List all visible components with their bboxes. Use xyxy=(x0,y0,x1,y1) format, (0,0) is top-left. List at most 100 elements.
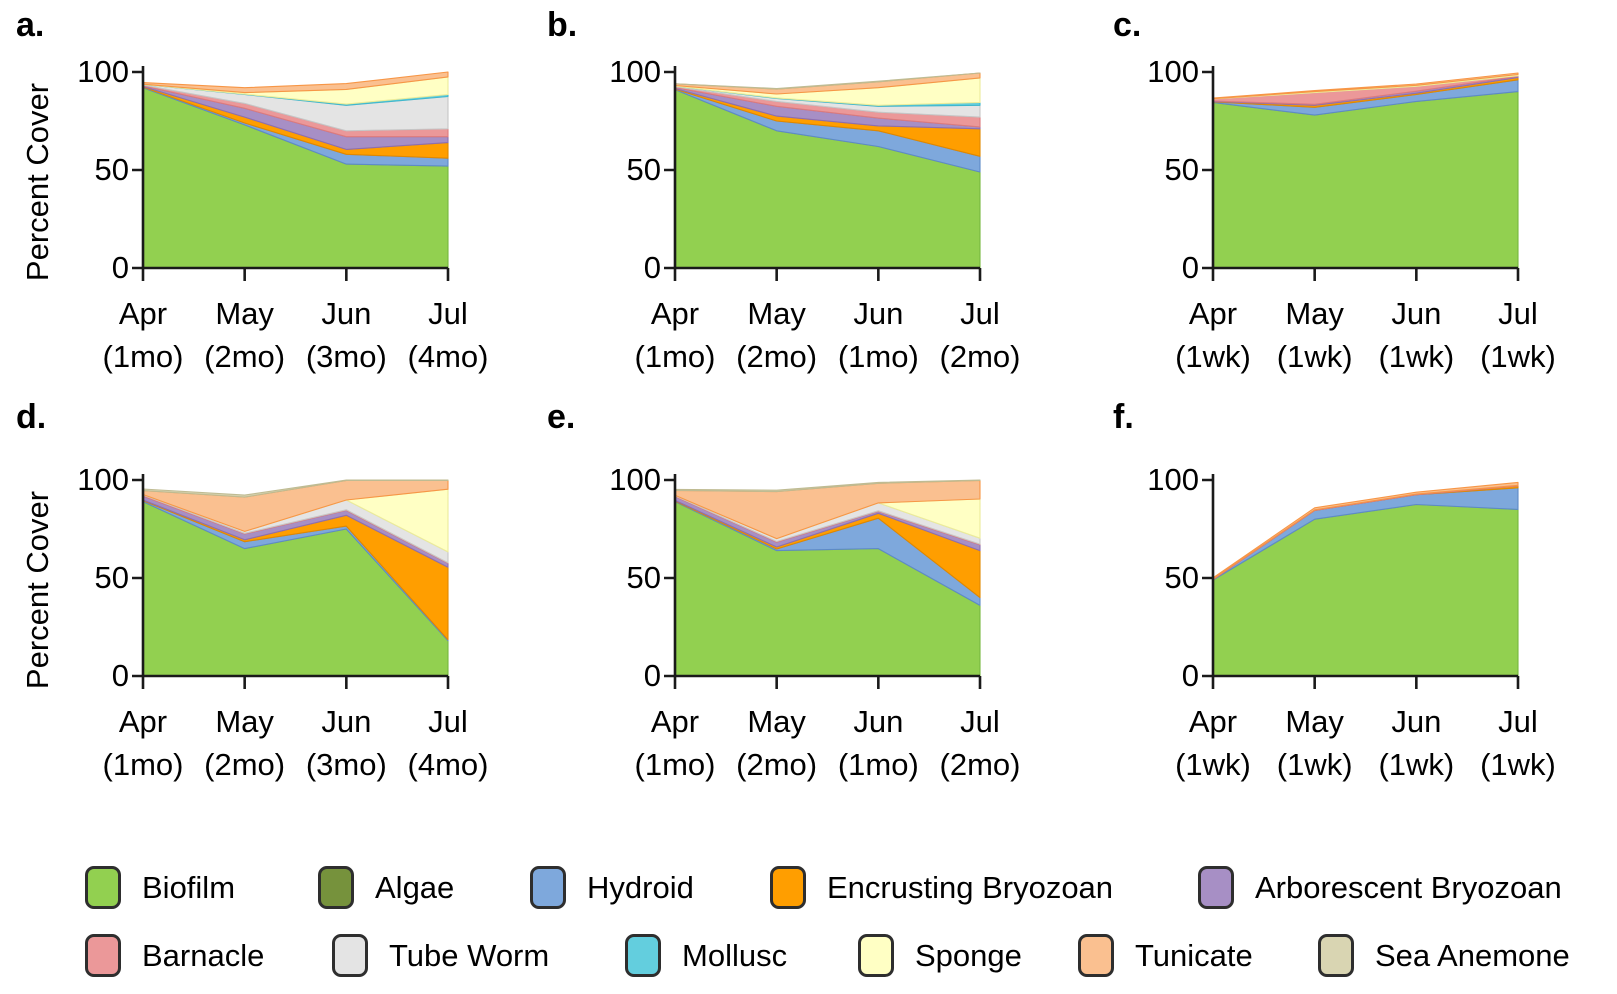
x-tick-label: Jul (1wk) xyxy=(1443,292,1593,378)
panel-letter: e. xyxy=(547,398,576,436)
panel-letter: c. xyxy=(1113,6,1142,44)
x-tick-duration: (1mo) xyxy=(634,339,716,374)
x-tick-label: Jul (1wk) xyxy=(1443,700,1593,786)
legend-swatch xyxy=(770,866,806,909)
x-tick-month: Jul xyxy=(1498,704,1538,739)
x-tick-duration: (1wk) xyxy=(1175,747,1251,782)
x-tick-month: Jun xyxy=(853,296,904,331)
x-tick-label: Apr (1mo) xyxy=(600,700,750,786)
y-tick-label: 0 xyxy=(1181,658,1199,693)
legend-swatch xyxy=(530,866,566,909)
area-biofilm xyxy=(1212,503,1519,677)
x-tick-month: Jul xyxy=(960,704,1000,739)
x-tick-label: May (2mo) xyxy=(170,292,320,378)
panel-letter: d. xyxy=(16,398,47,436)
x-tick-month: Jun xyxy=(1391,704,1442,739)
legend-swatch xyxy=(625,934,661,977)
axis-lines xyxy=(664,474,982,689)
y-tick-label: 100 xyxy=(609,462,661,497)
area-sea-anemone xyxy=(674,72,981,90)
y-tick-label: 0 xyxy=(643,658,661,693)
x-tick-label: May (2mo) xyxy=(702,700,852,786)
legend-swatch xyxy=(318,866,354,909)
area-tunicate xyxy=(142,71,449,94)
axis-lines xyxy=(132,66,450,281)
x-tick-month: Jul xyxy=(960,296,1000,331)
panel-letter: a. xyxy=(16,6,45,44)
x-tick-duration: (1wk) xyxy=(1480,339,1556,374)
x-tick-label: Apr (1mo) xyxy=(68,700,218,786)
y-tick-label: 50 xyxy=(1164,152,1199,187)
x-tick-label: Jul (4mo) xyxy=(373,700,523,786)
x-tick-label: Jun (1mo) xyxy=(803,292,953,378)
x-tick-label: Jun (1wk) xyxy=(1341,700,1491,786)
legend-label: Sea Anemone xyxy=(1375,938,1570,973)
x-tick-duration: (4mo) xyxy=(407,339,489,374)
x-tick-month: May xyxy=(215,296,274,331)
panel-letter: b. xyxy=(547,6,578,44)
x-tick-duration: (1mo) xyxy=(102,339,184,374)
x-tick-duration: (2mo) xyxy=(939,339,1021,374)
legend-label: Mollusc xyxy=(682,938,788,973)
x-tick-month: Apr xyxy=(650,704,700,739)
x-tick-duration: (1mo) xyxy=(634,747,716,782)
y-tick-label: 0 xyxy=(643,250,661,285)
legend-swatch xyxy=(85,934,121,977)
x-tick-duration: (2mo) xyxy=(736,747,818,782)
legend-swatch xyxy=(1198,866,1234,909)
x-tick-label: Jun (1mo) xyxy=(803,700,953,786)
y-tick-label: 50 xyxy=(626,152,661,187)
x-tick-duration: (1wk) xyxy=(1276,747,1353,782)
x-tick-month: Apr xyxy=(1188,296,1238,331)
x-tick-month: Jul xyxy=(428,296,468,331)
x-tick-month: Jul xyxy=(428,704,468,739)
x-tick-month: Apr xyxy=(118,296,168,331)
y-tick-label: 100 xyxy=(1147,462,1199,497)
stacked-area-plot xyxy=(664,474,982,689)
y-tick-label: 100 xyxy=(77,462,129,497)
legend-swatch xyxy=(85,866,121,909)
x-tick-month: Apr xyxy=(650,296,700,331)
x-tick-label: Apr (1mo) xyxy=(68,292,218,378)
x-tick-month: Jun xyxy=(1391,296,1442,331)
x-tick-label: Jul (2mo) xyxy=(905,292,1055,378)
x-tick-duration: (1wk) xyxy=(1378,339,1455,374)
stacked-area-plot xyxy=(1202,66,1520,281)
x-tick-label: Apr (1wk) xyxy=(1138,292,1288,378)
x-tick-label: Jul (4mo) xyxy=(373,292,523,378)
x-tick-month: Jun xyxy=(321,704,372,739)
x-tick-label: May (1wk) xyxy=(1240,700,1390,786)
x-tick-duration: (1wk) xyxy=(1175,339,1251,374)
axis-lines xyxy=(132,474,450,689)
x-tick-duration: (2mo) xyxy=(204,747,286,782)
x-tick-duration: (2mo) xyxy=(939,747,1021,782)
legend-label: Tube Worm xyxy=(389,938,550,973)
area-sea-anemone xyxy=(142,479,449,498)
x-tick-duration: (4mo) xyxy=(407,747,489,782)
x-tick-duration: (1mo) xyxy=(102,747,184,782)
area-tunicate xyxy=(1212,72,1519,100)
x-tick-label: Jun (3mo) xyxy=(271,292,421,378)
legend-label: Barnacle xyxy=(142,938,265,973)
legend-swatch xyxy=(1078,934,1114,977)
x-tick-duration: (2mo) xyxy=(204,339,286,374)
x-tick-label: Jun (3mo) xyxy=(271,700,421,786)
legend-label: Encrusting Bryozoan xyxy=(827,870,1114,905)
legend-label: Arborescent Bryozoan xyxy=(1255,870,1562,905)
stacked-area-plot xyxy=(132,66,450,281)
x-tick-duration: (3mo) xyxy=(305,747,387,782)
x-tick-duration: (3mo) xyxy=(305,339,387,374)
x-tick-month: May xyxy=(747,704,806,739)
stacked-area-plot xyxy=(132,474,450,689)
stacked-area-plot xyxy=(664,66,982,281)
y-tick-label: 50 xyxy=(94,152,129,187)
y-tick-label: 50 xyxy=(1164,560,1199,595)
x-tick-month: May xyxy=(1285,296,1344,331)
area-sea-anemone xyxy=(674,479,981,493)
x-tick-label: Jun (1wk) xyxy=(1341,292,1491,378)
y-tick-label: 50 xyxy=(626,560,661,595)
axis-lines xyxy=(1202,66,1520,281)
x-tick-label: Apr (1mo) xyxy=(600,292,750,378)
stacked-area-plot xyxy=(1202,474,1520,689)
